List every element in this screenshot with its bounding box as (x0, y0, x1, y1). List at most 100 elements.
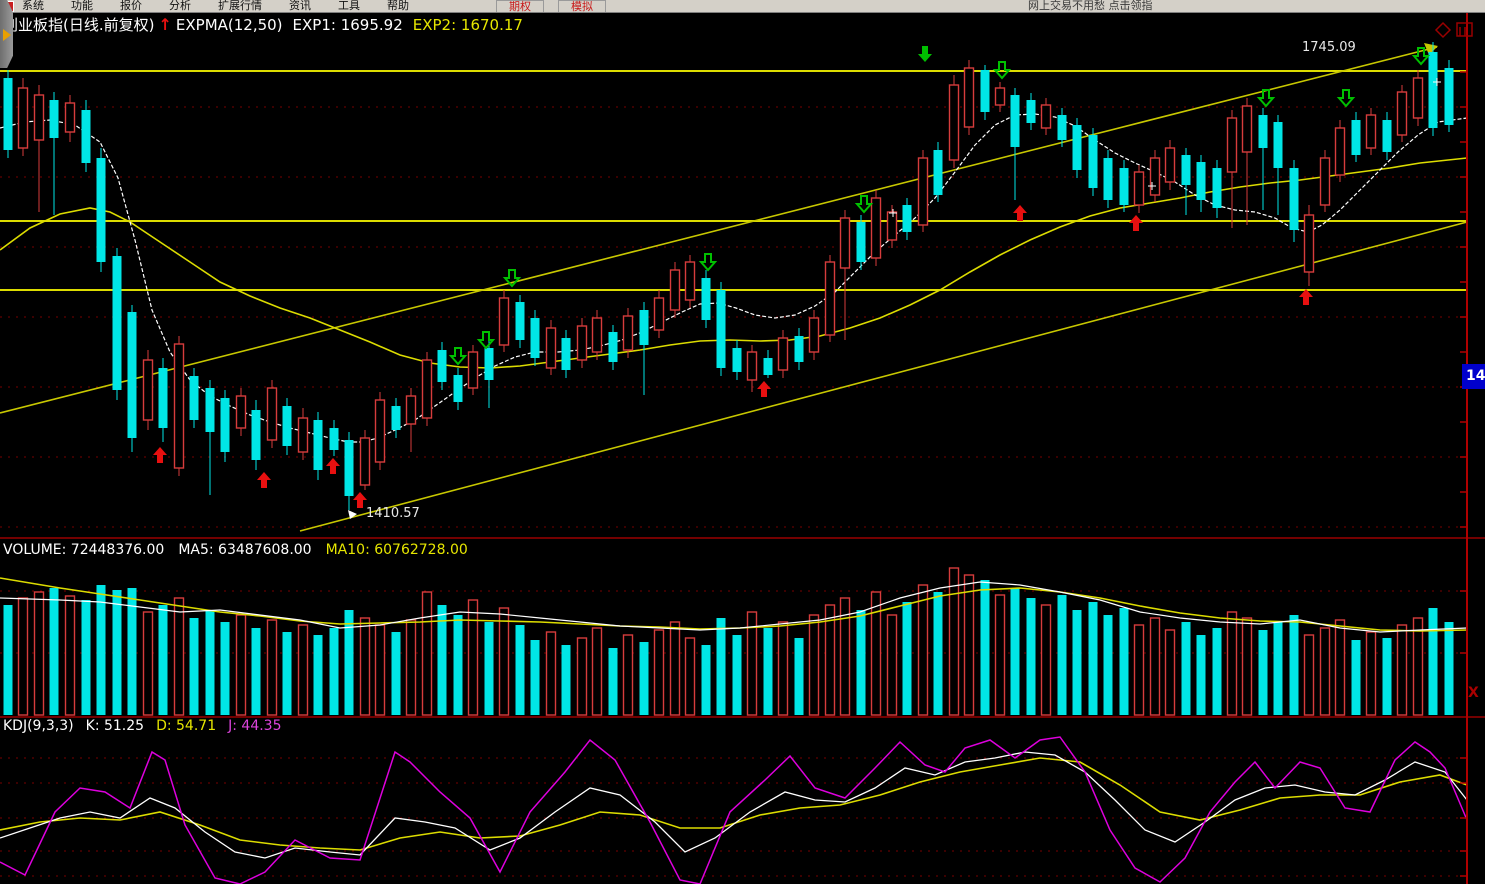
candle-body-up (235, 395, 247, 429)
panel-close-icon[interactable]: X (1468, 685, 1479, 701)
candle-body-down (763, 358, 773, 375)
candle-body-up (173, 343, 185, 469)
candle-body-down (1088, 135, 1098, 188)
candle-body-down (1181, 155, 1191, 185)
candle-body-down (530, 318, 540, 358)
volume-bar-up (684, 637, 696, 716)
menu-system[interactable]: 系统 (22, 0, 44, 12)
candle-body-down (1428, 52, 1438, 128)
exp2-value: EXP2: 1670.17 (412, 15, 523, 34)
menu-help[interactable]: 帮助 (387, 0, 409, 12)
candle-body-down (484, 348, 494, 380)
volume-bar-up (963, 574, 975, 716)
volume-bar-up (669, 621, 681, 716)
menu-function[interactable]: 功能 (71, 0, 93, 12)
menu-right-banner[interactable]: 网上交易不用愁 点击领指 (1028, 0, 1153, 12)
candle-body-up (1412, 77, 1424, 119)
volume-bar-up (886, 614, 898, 716)
candle-body-up (746, 351, 758, 381)
candle-body-down (313, 420, 323, 470)
candle-body-up (266, 387, 278, 441)
volume-bar-up (808, 614, 820, 716)
menu-bar: 系统 功能 报价 分析 扩展行情 资讯 工具 帮助 期权 模拟 网上交易不用愁 … (0, 0, 1485, 13)
volume-bar-down (933, 592, 943, 715)
candle-body-up (498, 297, 510, 346)
candle-body-up (1365, 114, 1377, 149)
volume-bar-up (746, 611, 758, 716)
sidebar-collapse-handle[interactable] (0, 0, 13, 68)
volume-bar-down (1010, 588, 1020, 715)
candle-body-down (608, 332, 618, 362)
trendline-arrowhead-icon (1424, 43, 1438, 55)
volume-ma10-value: MA10: 60762728.00 (325, 542, 468, 558)
volume-bar-up (824, 604, 836, 716)
candle-body-down (716, 290, 726, 368)
volume-bar-down (608, 648, 618, 715)
volume-bar-up (359, 617, 371, 716)
volume-bar-up (994, 594, 1006, 716)
candle-body-down (437, 350, 447, 382)
menu-option-hot[interactable]: 期权 (496, 0, 544, 12)
sell-arrow-hollow-icon (698, 253, 718, 272)
candle-body-up (870, 197, 882, 259)
volume-bar-up (33, 591, 45, 716)
candle-body-down (794, 336, 804, 362)
candle-body-down (251, 410, 261, 460)
menu-simulate-hot[interactable]: 模拟 (558, 0, 606, 12)
sell-arrow-hollow-icon (992, 61, 1012, 80)
kdj-name[interactable]: KDJ(9,3,3) (3, 718, 74, 734)
volume-bar-up (1303, 634, 1315, 716)
kdj-k-value: K: 51.25 (85, 718, 145, 734)
menu-extended-quote[interactable]: 扩展行情 (218, 0, 262, 12)
sell-arrow-icon (918, 46, 932, 62)
up-arrow-icon: ↑ (158, 15, 172, 34)
volume-bar-up (622, 634, 634, 716)
candle-body-down (701, 278, 711, 320)
candle-body-up (994, 87, 1006, 106)
candle-body-up (824, 261, 836, 336)
volume-bar-up (498, 607, 510, 716)
volume-bar-down (716, 618, 726, 715)
volume-bar-up (1149, 617, 1161, 716)
volume-bar-up (1226, 611, 1238, 716)
volume-bar-up (917, 584, 929, 716)
volume-bar-up (17, 597, 29, 716)
menu-tools[interactable]: 工具 (338, 0, 360, 12)
volume-bar-up (467, 599, 479, 716)
menu-analysis[interactable]: 分析 (169, 0, 191, 12)
volume-bar-up (870, 591, 882, 716)
volume-bar-down (1119, 608, 1129, 715)
candle-body-up (1334, 127, 1346, 176)
volume-ma5-value: MA5: 63487608.00 (178, 542, 312, 558)
volume-bar-up (1164, 629, 1176, 716)
volume-bar-down (530, 640, 540, 715)
menu-quote[interactable]: 报价 (120, 0, 142, 12)
indicator-label[interactable]: EXPMA(12,50) (175, 15, 283, 34)
volume-bar-down (220, 622, 230, 715)
candle-body-down (980, 70, 990, 112)
kdj-label-row: KDJ(9,3,3) K: 51.25 D: 54.71 J: 44.35 (3, 718, 293, 734)
trendline (0, 46, 1438, 414)
candle-body-down (1196, 162, 1206, 200)
candle-body-down (1273, 122, 1283, 168)
candle-body-down (1444, 68, 1454, 125)
volume-bar-up (405, 619, 417, 716)
candle-body-up (1226, 117, 1238, 173)
candle-body-down (344, 440, 354, 496)
candle-body-up (421, 359, 433, 419)
candle-body-up (405, 395, 417, 425)
chart-title-row: 创业板指(日线.前复权) ↑ EXPMA(12,50) EXP1: 1695.9… (3, 14, 523, 35)
volume-bar-down (1026, 598, 1036, 715)
volume-bar-up (1334, 619, 1346, 716)
sell-arrow-hollow-icon (1411, 47, 1431, 66)
candle-body-down (112, 256, 122, 390)
chart-title: 创业板指(日线.前复权) (3, 16, 155, 34)
volume-label-row: VOLUME: 72448376.00 MA5: 63487608.00 MA1… (3, 542, 482, 558)
candle-body-up (545, 327, 557, 369)
low-point-marker (348, 510, 357, 519)
menu-news[interactable]: 资讯 (289, 0, 311, 12)
sell-arrow-hollow-icon (476, 331, 496, 350)
candle-body-up (948, 84, 960, 161)
